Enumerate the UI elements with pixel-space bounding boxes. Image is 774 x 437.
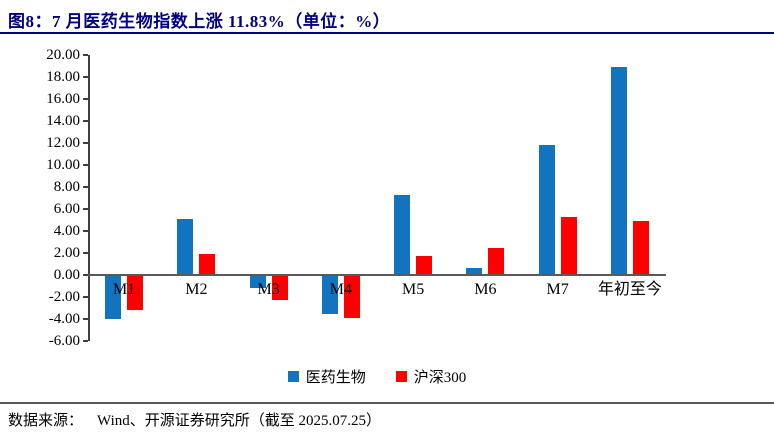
y-axis-tick-mark (83, 208, 88, 210)
legend-item-csi300: 沪深300 (395, 366, 467, 387)
y-axis-tick-label: 8.00 (53, 179, 80, 195)
data-source-label: 数据来源： (8, 413, 84, 429)
bar-pharma-m6 (466, 267, 483, 275)
legend-label-pharma: 医药生物 (305, 370, 366, 386)
bar-csi300-m6 (488, 247, 505, 275)
y-axis-tick-mark (83, 142, 88, 144)
zero-line (88, 274, 666, 276)
bar-csi300-m2 (199, 254, 216, 275)
x-axis-label-ytd: 年初至今 (597, 281, 662, 298)
title-rule (0, 32, 774, 34)
x-axis-label-m1: M1 (113, 281, 136, 298)
legend-label-csi300: 沪深300 (413, 370, 467, 386)
y-axis-tick-label: 4.00 (53, 223, 80, 239)
bar-csi300-m7 (560, 217, 577, 275)
y-axis-tick-label: 6.00 (53, 201, 80, 217)
y-axis-tick-mark (83, 274, 88, 276)
bar-pharma-m2 (177, 219, 194, 275)
x-axis-label-m7: M7 (546, 281, 569, 298)
y-axis-tick-mark (83, 98, 88, 100)
bar-csi300-m4 (343, 276, 360, 319)
y-axis-tick-label: 12.00 (46, 135, 80, 151)
y-axis-tick-mark (83, 252, 88, 254)
y-axis-tick-label: 20.00 (46, 47, 80, 63)
y-axis-tick-label: 16.00 (46, 91, 80, 107)
bar-csi300-m5 (416, 256, 433, 275)
bar-csi300-ytd (632, 221, 649, 275)
y-axis-tick-mark (83, 54, 88, 56)
y-axis-tick-mark (83, 340, 88, 342)
bar-pharma-m5 (394, 195, 411, 275)
y-axis-tick-label: 2.00 (53, 245, 80, 261)
y-axis-tick-mark (83, 186, 88, 188)
bar-csi300-m1 (127, 276, 144, 310)
y-axis-line (88, 55, 90, 341)
y-axis-tick-mark (83, 120, 88, 122)
bar-pharma-ytd (610, 67, 627, 275)
data-source: 数据来源： Wind、开源证券研究所（截至 2025.07.25） (8, 409, 381, 430)
bar-pharma-m7 (538, 144, 555, 275)
bar-csi300-m3 (271, 276, 288, 301)
x-axis-label-m2: M2 (185, 281, 208, 298)
bar-pharma-m1 (105, 276, 122, 319)
legend: 医药生物 沪深300 (88, 366, 666, 387)
y-axis-tick-label: -2.00 (48, 289, 80, 305)
y-axis-tick-mark (83, 76, 88, 78)
x-axis-label-m6: M6 (474, 281, 497, 298)
y-axis-tick-label: 0.00 (53, 267, 80, 283)
y-axis-tick-label: 10.00 (46, 157, 80, 173)
y-axis-tick-label: -4.00 (48, 311, 80, 327)
figure-title: 图8：7 月医药生物指数上涨 11.83%（单位：%） (8, 12, 391, 31)
bar-pharma-m3 (249, 276, 266, 289)
legend-swatch-csi300 (395, 371, 407, 382)
x-axis-label-m5: M5 (402, 281, 425, 298)
y-axis-tick-mark (83, 296, 88, 298)
x-axis-label-m3: M3 (257, 281, 280, 298)
legend-item-pharma: 医药生物 (287, 366, 366, 387)
y-axis-tick-label: 14.00 (46, 113, 80, 129)
footer-rule (0, 402, 774, 404)
data-source-text: Wind、开源证券研究所（截至 2025.07.25） (97, 413, 381, 429)
y-axis-tick-label: -6.00 (48, 333, 80, 349)
legend-swatch-pharma (287, 371, 299, 382)
bar-pharma-m4 (321, 276, 338, 314)
bar-chart: 20.00 18.00 16.00 14.00 12.00 10.00 8.00 6.00 4.… (0, 36, 774, 366)
y-axis-tick-mark (83, 318, 88, 320)
y-axis-tick-mark (83, 164, 88, 166)
y-axis-tick-mark (83, 230, 88, 232)
x-axis-label-m4: M4 (329, 281, 352, 298)
y-axis-tick-label: 18.00 (46, 69, 80, 85)
